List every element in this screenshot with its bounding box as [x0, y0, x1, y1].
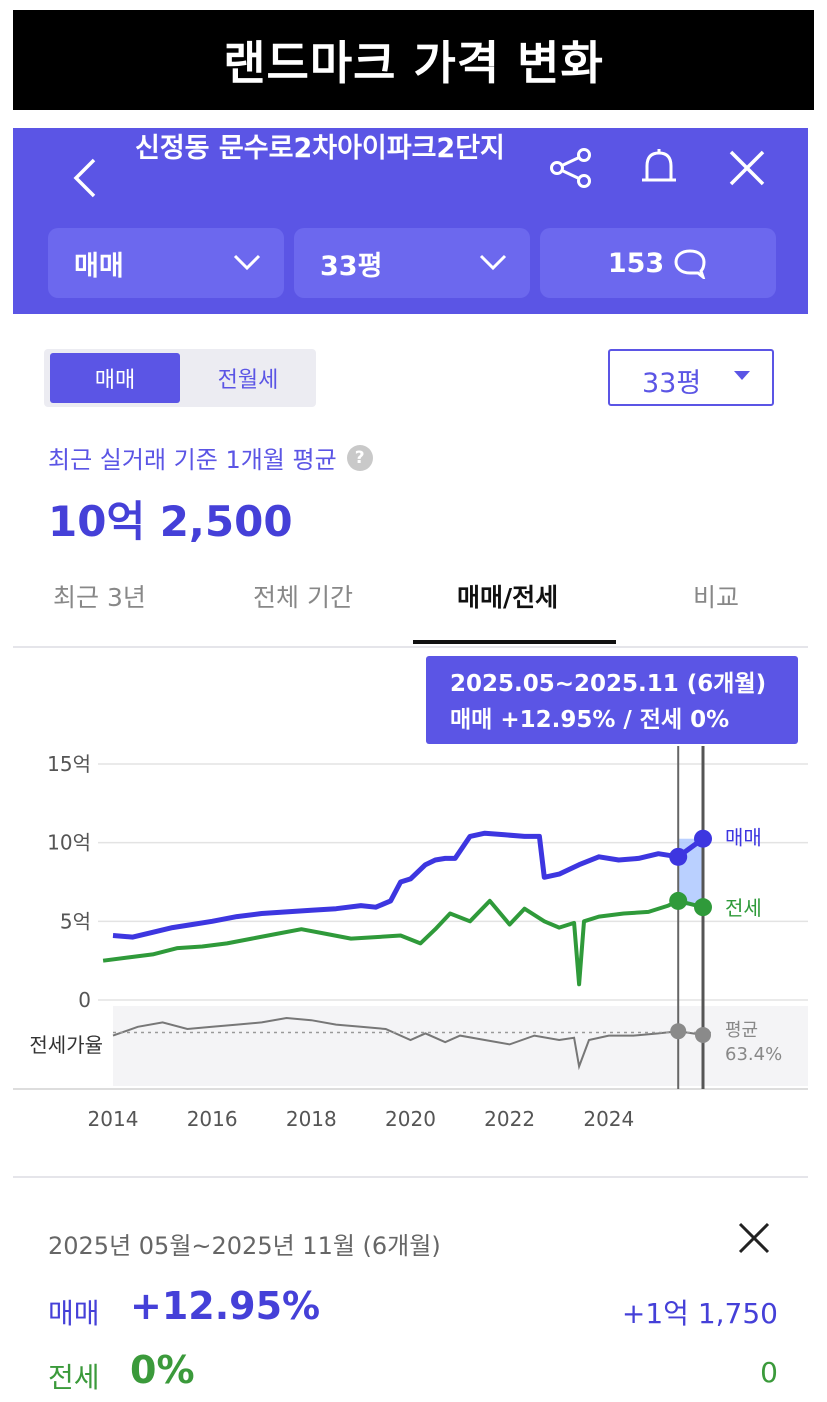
y-tick-label: 10억 — [47, 831, 91, 855]
x-tick-label: 2018 — [286, 1107, 337, 1131]
average-value: 63.4% — [725, 1044, 782, 1065]
price-chart[interactable]: 15억 10억 5억 0 2014 2016 2018 2020 2022 2024 매매전세전세가… — [13, 646, 808, 1176]
y-tick-label: 0 — [78, 988, 91, 1012]
sale-pct: +12.95% — [130, 1284, 321, 1328]
caret-down-icon — [734, 371, 750, 380]
sale-end-point — [694, 829, 712, 848]
sale-label: 매매 — [48, 1297, 100, 1330]
close-button[interactable] — [723, 146, 771, 190]
jeonse-label: 전세 — [48, 1361, 100, 1394]
y-tick-label: 15억 — [47, 752, 91, 776]
close-icon — [738, 1222, 770, 1254]
jeonse-end-point — [694, 898, 712, 917]
back-button[interactable] — [65, 146, 105, 210]
comments-button[interactable]: 153 — [540, 228, 776, 298]
app-header: 신정동 문수로2차아이파크2단지 매매 33평 153 — [13, 128, 808, 314]
sale-change-row: 매매 +12.95% +1억 1,750 — [48, 1284, 778, 1338]
x-tick-label: 2022 — [484, 1107, 535, 1131]
jeonse-pct: 0% — [130, 1348, 195, 1392]
size-value: 33평 — [320, 250, 383, 282]
tooltip-range: 2025.05~2025.11 (6개월) — [450, 671, 767, 697]
page-title: 신정동 문수로2차아이파크2단지 — [135, 133, 505, 164]
share-icon — [550, 148, 591, 188]
section-divider — [13, 1176, 808, 1178]
tab-sale-jeonse[interactable]: 매매/전세 — [457, 583, 559, 612]
average-price: 10억 2,500 — [48, 497, 293, 546]
toggle-sale[interactable]: 매매 — [50, 353, 180, 403]
chevron-left-icon — [73, 158, 96, 198]
chevron-down-icon — [233, 254, 261, 271]
legend-sale: 매매 — [725, 825, 762, 849]
tab-recent-3y[interactable]: 최근 3년 — [53, 583, 146, 612]
jeonse-line — [102, 898, 704, 987]
size-dropdown[interactable]: 33평 — [294, 228, 530, 298]
help-icon[interactable]: ? — [346, 444, 373, 471]
average-label: 평균 — [725, 1020, 758, 1041]
ratio-start-point — [670, 1023, 687, 1040]
jeonse-start-point — [669, 891, 688, 910]
deal-toggle: 매매 전월세 — [44, 349, 316, 407]
alarm-button[interactable] — [635, 146, 683, 190]
active-tab-indicator — [413, 640, 616, 644]
deal-type-dropdown[interactable]: 매매 — [48, 228, 284, 298]
chevron-down-icon — [479, 254, 507, 271]
panel-range: 2025년 05월~2025년 11월 (6개월) — [48, 1232, 441, 1260]
comment-count: 153 — [607, 247, 665, 279]
panel-close-button[interactable] — [734, 1218, 774, 1258]
y-tick-label: 5억 — [60, 909, 91, 933]
range-tooltip: 2025.05~2025.11 (6개월) 매매 +12.95% / 전세 0% — [426, 656, 798, 744]
ratio-line — [112, 1016, 704, 1071]
tab-all-period[interactable]: 전체 기간 — [253, 583, 353, 612]
period-tabs: 최근 3년 전체 기간 매매/전세 비교 — [13, 566, 808, 648]
legend-jeonse: 전세 — [725, 896, 762, 920]
jeonse-amount: 0 — [760, 1356, 778, 1389]
comment-icon — [674, 249, 706, 279]
sale-line — [112, 830, 705, 940]
jeonse-change-row: 전세 0% 0 — [48, 1348, 778, 1402]
toggle-rent[interactable]: 전월세 — [217, 368, 279, 393]
x-tick-label: 2014 — [88, 1107, 139, 1131]
average-label: 최근 실거래 기준 1개월 평균 ? — [48, 440, 373, 475]
average-label-text: 최근 실거래 기준 1개월 평균 — [48, 446, 337, 474]
share-button[interactable] — [547, 146, 595, 190]
deal-type-value: 매매 — [74, 250, 124, 282]
ratio-panel-bg — [113, 1006, 808, 1086]
close-icon — [729, 150, 765, 186]
size-select-value: 33평 — [642, 368, 702, 399]
banner-title: 랜드마크 가격 변화 — [13, 10, 814, 110]
x-tick-label: 2020 — [385, 1107, 436, 1131]
tooltip-change: 매매 +12.95% / 전세 0% — [450, 707, 730, 733]
ratio-end-point — [695, 1026, 711, 1043]
tab-compare[interactable]: 비교 — [693, 583, 740, 612]
size-select[interactable]: 33평 — [608, 349, 774, 406]
ratio-panel-label: 전세가율 — [29, 1033, 103, 1057]
x-tick-label: 2024 — [583, 1107, 634, 1131]
x-tick-label: 2016 — [187, 1107, 238, 1131]
bell-icon — [642, 149, 676, 182]
sale-amount: +1억 1,750 — [621, 1297, 778, 1330]
sale-start-point — [669, 847, 688, 866]
